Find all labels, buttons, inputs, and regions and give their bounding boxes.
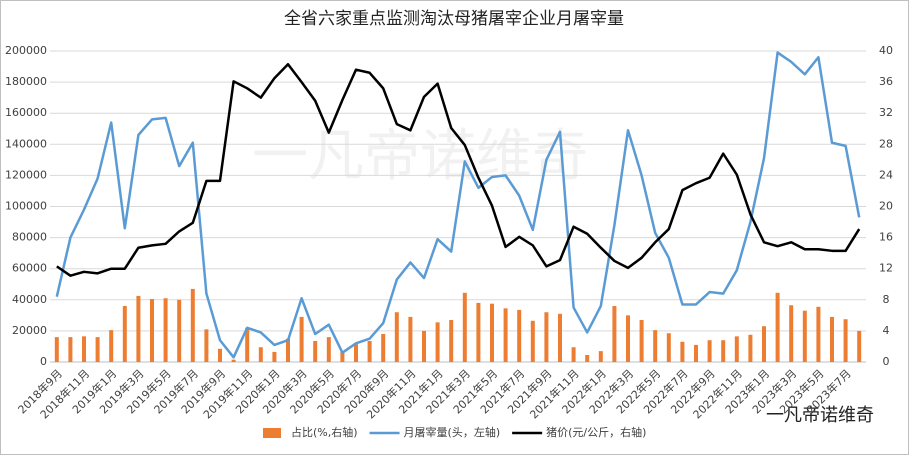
y2-tick-label: 24	[879, 168, 893, 181]
bar	[762, 326, 766, 362]
bar	[653, 330, 658, 362]
y-tick-label: 60000	[12, 262, 47, 275]
bar	[258, 347, 263, 362]
y-tick-label: 100000	[5, 200, 47, 213]
bar	[313, 341, 318, 362]
y-tick-label: 80000	[12, 231, 47, 244]
y2-tick-label: 0	[883, 355, 890, 368]
chart-title: 全省六家重点监测淘汰母猪屠宰企业月屠宰量	[284, 9, 624, 29]
bar	[544, 312, 549, 362]
bar	[598, 351, 603, 362]
bar	[54, 337, 59, 362]
y2-tick-label: 12	[879, 262, 893, 275]
y2-tick-label: 40	[879, 44, 893, 57]
legend-label: 月屠宰量(头，左轴)	[404, 425, 501, 439]
bar	[490, 303, 494, 362]
y-tick-label: 200000	[5, 44, 47, 57]
corner-label: 一凡帝诺维奇	[766, 405, 874, 426]
bar	[286, 338, 290, 362]
bar	[789, 305, 794, 362]
y-tick-label: 40000	[12, 293, 47, 306]
y-tick-label: 140000	[5, 137, 47, 150]
bar	[68, 337, 73, 362]
bar	[354, 344, 358, 362]
y-tick-label: 20000	[12, 324, 47, 337]
y2-tick-label: 16	[879, 231, 893, 244]
legend-label: 猪价(元/公斤，右轴)	[546, 425, 646, 439]
y2-tick-label: 28	[879, 137, 893, 150]
bar	[245, 327, 250, 362]
bar	[136, 295, 141, 362]
bar	[612, 306, 617, 362]
bar	[299, 316, 304, 362]
bar	[204, 329, 209, 362]
y2-tick-label: 32	[879, 106, 893, 119]
legend-swatch	[263, 428, 281, 438]
line	[56, 62, 861, 277]
bar	[340, 351, 345, 362]
y2-tick-label: 4	[883, 324, 890, 337]
bar	[558, 313, 562, 362]
watermark: 一凡帝诺维奇	[252, 124, 588, 189]
bar	[721, 340, 726, 362]
bar	[272, 351, 277, 362]
y-tick-label: 120000	[5, 168, 47, 181]
bar	[680, 341, 685, 362]
bar	[857, 330, 862, 362]
bar	[462, 292, 467, 362]
bar	[734, 336, 739, 362]
bar	[394, 312, 399, 362]
bar	[422, 330, 426, 362]
y-tick-label: 0	[40, 355, 47, 368]
bar	[449, 320, 454, 362]
bar	[666, 333, 671, 362]
bar	[476, 302, 481, 362]
line	[55, 51, 861, 359]
bar	[435, 322, 440, 362]
bar	[830, 316, 834, 362]
bar	[381, 334, 386, 362]
bar	[95, 337, 100, 362]
bar	[816, 306, 821, 362]
bar	[585, 355, 590, 362]
bar	[408, 316, 413, 362]
bar	[530, 320, 535, 362]
y-tick-label: 160000	[5, 106, 47, 119]
bar	[150, 299, 154, 362]
bar	[626, 315, 630, 362]
bar	[571, 347, 576, 362]
bar	[82, 336, 86, 362]
bar	[218, 348, 222, 362]
bar	[326, 337, 331, 362]
bar	[367, 341, 372, 362]
bar	[122, 306, 127, 362]
bar	[163, 298, 168, 362]
bar	[775, 292, 780, 362]
y2-tick-label: 8	[883, 293, 890, 306]
bar	[190, 288, 195, 362]
bar	[231, 359, 236, 362]
bar	[694, 344, 698, 362]
y-tick-label: 180000	[5, 75, 47, 88]
bar	[177, 299, 182, 362]
y2-tick-label: 36	[879, 75, 893, 88]
bar	[109, 330, 114, 362]
bar	[802, 310, 807, 362]
bar	[517, 309, 522, 362]
bar	[748, 334, 753, 362]
bar	[503, 308, 508, 362]
bar	[843, 319, 848, 362]
bar	[639, 320, 644, 362]
legend-label: 占比(%,右轴)	[291, 425, 358, 439]
y2-tick-label: 20	[879, 200, 893, 213]
bar	[707, 340, 712, 362]
